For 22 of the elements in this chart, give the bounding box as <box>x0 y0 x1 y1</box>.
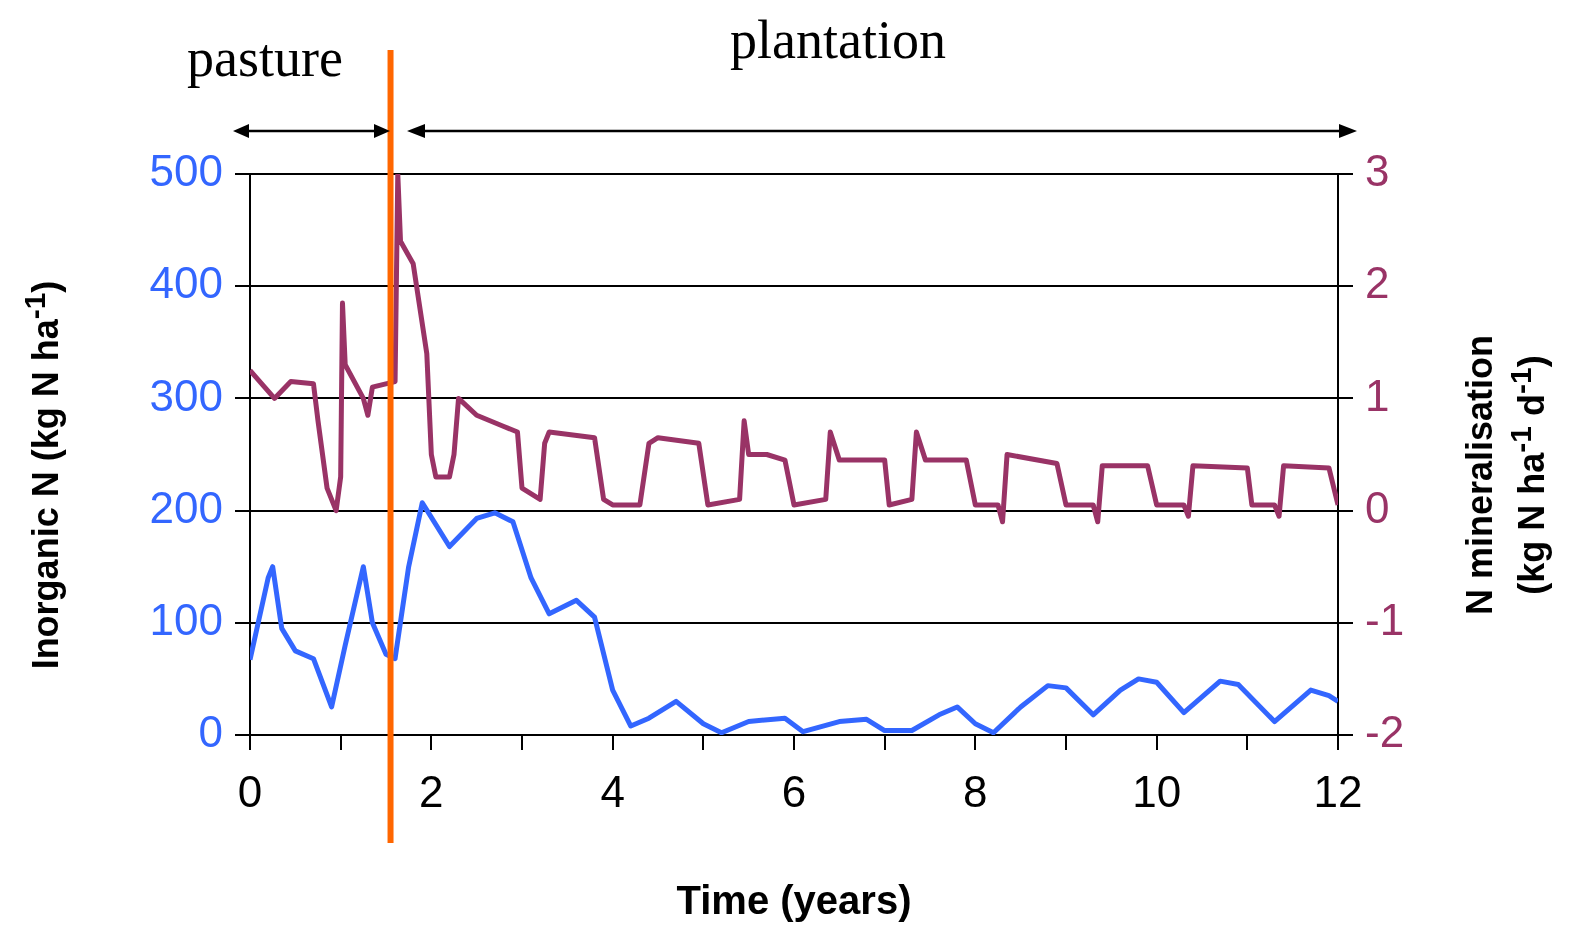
x-tick-label: 6 <box>781 766 807 816</box>
y2-tick-label: 2 <box>1365 258 1390 308</box>
y-tick-label: 400 <box>149 258 223 308</box>
y2-tick-label: -2 <box>1365 707 1405 757</box>
y-tick-label: 200 <box>149 482 223 532</box>
y-tick-label: 0 <box>198 707 223 757</box>
y-tick-label: 500 <box>149 146 223 196</box>
x-axis-title: Time (years) <box>676 877 912 923</box>
y-tick-label: 100 <box>149 594 223 644</box>
x-tick-label: 12 <box>1313 766 1363 816</box>
y2-tick-label: -1 <box>1365 594 1405 644</box>
y2-tick-label: 3 <box>1365 146 1390 196</box>
x-tick-label: 0 <box>237 766 263 816</box>
y2-tick-label: 0 <box>1365 482 1390 532</box>
x-tick-label: 2 <box>419 766 444 816</box>
y-tick-label: 300 <box>149 370 223 420</box>
text: plantation <box>730 9 946 71</box>
x-tick-label: 10 <box>1132 766 1182 816</box>
x-tick-label: 8 <box>963 766 988 816</box>
x-tick-label: 4 <box>600 766 625 816</box>
y2-tick-label: 1 <box>1365 370 1390 420</box>
text: pasture <box>187 27 343 89</box>
